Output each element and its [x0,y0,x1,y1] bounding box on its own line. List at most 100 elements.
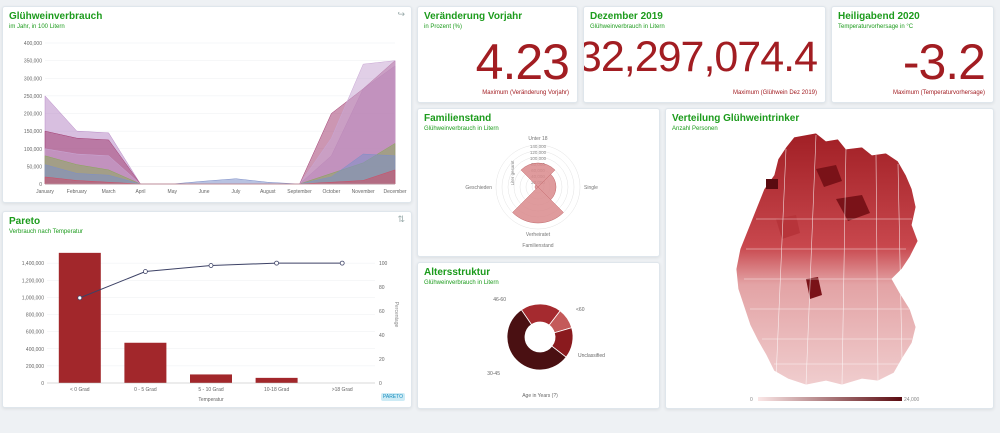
y2-tick-label: 0 [379,381,382,387]
x-tick-label: < 0 Grad [70,387,90,393]
kpi-value: 4.23 [475,34,570,90]
y-tick-label: 350,000 [24,59,42,65]
card-subtitle: Verbrauch nach Temperatur [9,229,83,235]
slice-label: 30-45 [487,371,500,377]
y2-tick-label: 20 [379,357,385,363]
kpi-value: -3.2 [902,34,986,90]
pareto-point [339,260,345,266]
y-tick-label: 1,400,000 [22,261,44,267]
y2-tick-label: 40 [379,333,385,339]
x-tick-label: November [352,189,375,195]
legend-max-label: 24,000 [904,397,920,403]
polar-sector [512,186,564,224]
card-title: Pareto [9,216,41,227]
bar [58,252,101,383]
x-tick-label: January [36,189,54,195]
category-label: Unter 18 [528,136,547,142]
y-tick-label: 800,000 [26,313,44,319]
donut-slice [506,309,567,371]
germany-map-shape[interactable] [735,132,919,386]
y-tick-label: 250,000 [24,94,42,100]
y-tick-label: 0 [41,381,44,387]
card-subtitle: Glühweinverbrauch in Litern [590,24,665,30]
x-axis-label: Temperatur [198,397,224,403]
card-subtitle: in Prozent (%) [424,24,463,30]
card-gluehweinverbrauch: Glühweinverbrauch im Jahr, in 100 Litern… [2,6,412,203]
y2-tick-label: 100 [379,261,388,267]
card-title: Dezember 2019 [590,11,663,22]
card-title: Verteilung Glühweintrinker [672,113,800,124]
card-title: Heiligabend 2020 [838,11,920,22]
y-tick-label: 0 [39,182,42,188]
slice-label: Unclassified [578,353,605,359]
r-tick-label: 140,000 [530,144,547,149]
x-tick-label: October [322,189,340,195]
polar-sector [534,184,539,190]
germany-choropleth-map: 0 24,000 [735,132,920,403]
x-tick-label: May [168,189,178,195]
card-title: Glühweinverbrauch [9,11,103,22]
x-tick-label: June [199,189,210,195]
card-subtitle: Anzahl Personen [672,126,718,132]
donut-chart: 46-60 <60 Unclassified 30-45 Age in Years (?… [487,297,605,399]
bar [255,377,298,383]
kpi-max-label: Maximum (Veränderung Vorjahr) [482,90,569,96]
r-tick-label: 100,000 [530,156,547,161]
r-tick-label: 120,000 [530,150,547,155]
y-tick-label: 150,000 [24,129,42,135]
kpi-max-label: Maximum (Glühwein Dez 2019) [732,90,817,96]
x-tick-label: April [135,189,145,195]
x-tick-label: 0 - 5 Grad [134,387,157,393]
card-subtitle: Temperaturvorhersage in °C [838,24,914,30]
y2-axis-label: Percentage [393,302,399,328]
y-tick-label: 50,000 [27,164,43,170]
card-pareto: Pareto Verbrauch nach Temperatur ⇅ 0 200,… [2,211,412,408]
polar-sector [520,162,556,188]
y-tick-label: 400,000 [24,41,42,47]
card-subtitle: Glühweinverbrauch in Litern [424,126,499,132]
card-altersstruktur: Altersstruktur Glühweinverbrauch in Lite… [417,262,660,409]
polar-ring [495,144,581,230]
pareto-point [77,295,83,301]
category-label: Geschieden [465,185,492,191]
y-tick-label: 200,000 [24,112,42,118]
bar [124,342,167,383]
y-axis-label: Liter gesamt [510,160,515,186]
x-tick-label: February [67,189,88,195]
category-label: Single [584,185,598,191]
bar [190,374,232,383]
card-heiligabend: Heiligabend 2020 Temperaturvorhersage in… [831,6,994,103]
pareto-chart: 0 200,000 400,000 600,000 800,000 1,000,000 1,… [22,252,399,403]
x-tick-label: September [287,189,312,195]
card-veraenderung: Veränderung Vorjahr in Prozent (%) 4.23 … [417,6,578,103]
x-tick-label: 5 - 10 Grad [198,387,224,393]
kpi-value: 32,297,074.4 [583,33,818,81]
x-tick-label: 10-18 Grad [264,387,290,393]
sort-icon[interactable]: ⇅ [397,214,405,224]
x-axis-label: Familienstand [522,243,553,249]
x-tick-label: December [383,189,406,195]
x-tick-label: July [231,189,240,195]
x-tick-label: August [260,189,276,195]
legend-min-label: 0 [750,397,753,403]
y-tick-label: 400,000 [26,347,44,353]
y-tick-label: 600,000 [26,330,44,336]
y-tick-label: 100,000 [24,147,42,153]
card-title: Altersstruktur [424,267,491,278]
y-tick-label: 300,000 [24,76,42,82]
x-tick-label: >18 Grad [332,387,353,393]
y2-tick-label: 60 [379,309,385,315]
y-tick-label: 200,000 [26,364,44,370]
slice-label: <60 [576,307,585,313]
card-title: Veränderung Vorjahr [424,11,523,22]
pareto-badge[interactable]: PARETO [380,393,405,401]
pareto-point [142,269,148,274]
card-title: Familienstand [424,113,492,124]
area-series-2 [44,60,396,185]
y2-tick-label: 80 [379,285,385,291]
y-tick-label: 1,000,000 [22,295,44,301]
kpi-max-label: Maximum (Temperaturvorhersage) [892,90,985,96]
x-axis-label: Age in Years (?) [522,393,558,399]
slice-label: 46-60 [493,297,506,303]
redo-arrow-icon[interactable]: ↪ [397,9,405,19]
